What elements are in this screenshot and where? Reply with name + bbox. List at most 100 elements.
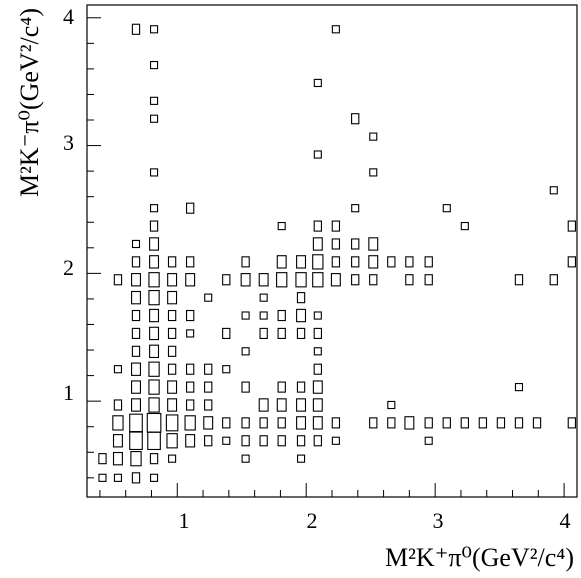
data-box — [113, 473, 122, 482]
y-tick-label: 1 — [63, 380, 74, 405]
data-box — [150, 473, 159, 482]
data-box — [149, 237, 160, 251]
data-box — [424, 274, 433, 286]
data-box — [259, 311, 268, 320]
data-box — [424, 256, 433, 268]
data-box — [168, 454, 177, 463]
data-boxes — [98, 23, 577, 484]
data-box — [149, 220, 159, 232]
data-box — [204, 293, 213, 302]
data-box — [276, 272, 288, 288]
data-box — [131, 256, 141, 268]
data-box — [150, 60, 159, 70]
data-box — [129, 431, 143, 451]
data-box — [240, 273, 251, 287]
data-box — [185, 363, 195, 375]
data-box — [424, 436, 433, 445]
data-box — [460, 221, 469, 231]
data-box — [131, 23, 141, 35]
data-box — [313, 435, 322, 447]
data-box — [149, 308, 160, 323]
data-box — [259, 435, 268, 447]
data-box — [149, 453, 159, 465]
data-box — [131, 345, 141, 357]
data-box — [549, 186, 558, 195]
x-tick-label: 3 — [433, 508, 444, 533]
data-box — [514, 274, 524, 286]
data-box — [405, 274, 414, 286]
data-box — [112, 451, 123, 466]
data-box — [478, 417, 488, 429]
data-box — [387, 417, 396, 429]
data-box — [167, 273, 178, 287]
data-box — [331, 25, 340, 34]
x-tick-label: 1 — [179, 508, 190, 533]
data-box — [351, 113, 360, 125]
data-box — [496, 417, 506, 429]
data-box — [131, 309, 141, 322]
data-box — [258, 398, 269, 412]
data-box — [312, 254, 324, 270]
x-axis-title: M²K⁺π⁰(GeV²/c⁴) — [385, 543, 574, 572]
data-box — [149, 255, 160, 269]
data-box — [222, 327, 231, 339]
data-box — [297, 454, 306, 463]
data-box — [296, 308, 307, 323]
data-box — [185, 309, 195, 322]
data-box — [331, 220, 341, 232]
data-box — [204, 381, 213, 393]
data-box — [146, 412, 162, 433]
data-box — [185, 434, 196, 448]
data-box — [131, 472, 141, 484]
data-box — [148, 272, 160, 288]
data-box — [312, 398, 323, 412]
data-box — [185, 399, 195, 411]
axis-ticks — [87, 17, 565, 497]
data-box — [204, 399, 213, 411]
data-box — [296, 416, 307, 430]
data-box — [166, 433, 178, 449]
data-box — [167, 256, 177, 268]
y-tick-label: 3 — [63, 130, 74, 155]
data-box — [404, 416, 415, 430]
data-box — [296, 398, 307, 412]
data-box — [98, 453, 107, 465]
data-box — [185, 256, 195, 268]
data-box — [241, 256, 250, 268]
data-box — [222, 417, 231, 429]
data-box — [98, 473, 107, 482]
data-box — [351, 274, 360, 286]
data-box — [312, 272, 324, 288]
data-box — [147, 431, 161, 451]
data-box — [130, 451, 142, 467]
data-box — [331, 238, 341, 250]
data-box — [149, 326, 160, 341]
data-box — [277, 435, 286, 447]
x-tick-label: 4 — [560, 508, 571, 533]
data-box — [113, 274, 123, 286]
data-box — [186, 329, 195, 338]
data-box — [150, 25, 159, 34]
data-box — [167, 380, 178, 394]
data-box — [369, 132, 378, 141]
data-box — [167, 363, 177, 375]
data-box — [167, 309, 177, 322]
data-box — [185, 273, 196, 287]
data-box — [442, 417, 451, 429]
data-box — [185, 202, 195, 214]
data-box — [369, 274, 378, 286]
data-box — [113, 399, 123, 411]
data-box — [148, 379, 160, 395]
data-box — [131, 290, 141, 305]
data-box — [296, 435, 306, 447]
data-box — [276, 255, 287, 269]
data-box — [567, 417, 577, 429]
data-box — [313, 347, 322, 356]
data-box — [241, 311, 250, 320]
data-box — [241, 381, 250, 393]
data-box — [387, 400, 396, 410]
data-box — [296, 292, 306, 304]
data-box — [351, 256, 360, 268]
data-box — [276, 398, 287, 412]
